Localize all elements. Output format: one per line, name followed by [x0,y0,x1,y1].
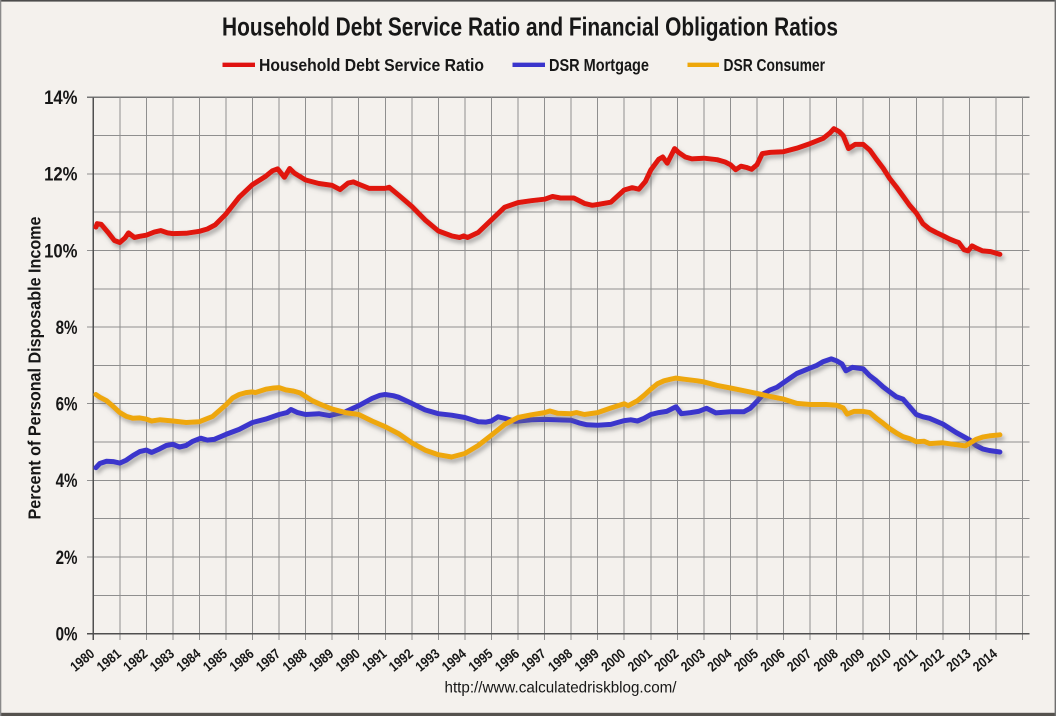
svg-text:DSR Consumer: DSR Consumer [724,55,826,75]
svg-text:DSR Mortgage: DSR Mortgage [549,55,649,75]
svg-text:10%: 10% [44,240,77,262]
svg-text:http://www.calculatedriskblog.: http://www.calculatedriskblog.com/ [445,680,678,697]
svg-text:2%: 2% [56,547,78,569]
svg-text:0%: 0% [56,623,78,645]
svg-text:6%: 6% [56,394,78,416]
svg-text:4%: 4% [56,470,78,492]
svg-text:8%: 8% [56,317,78,339]
svg-text:14%: 14% [44,87,77,109]
svg-text:Percent of Personal Disposable: Percent of Personal Disposable Income [25,216,45,519]
svg-text:Household Debt Service Ratio: Household Debt Service Ratio [259,55,484,75]
svg-text:Household Debt Service Ratio a: Household Debt Service Ratio and Financi… [222,12,838,42]
svg-text:12%: 12% [44,164,77,186]
